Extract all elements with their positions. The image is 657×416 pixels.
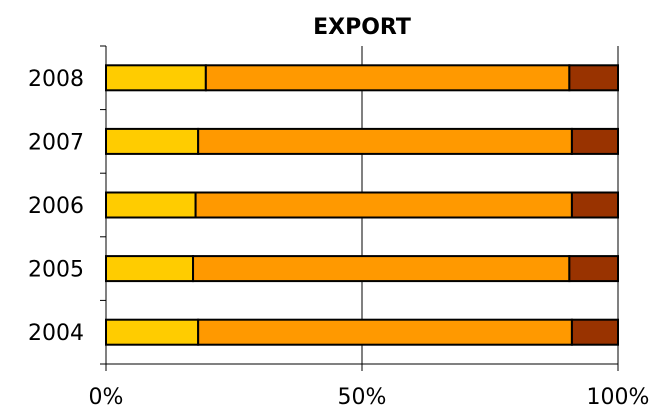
y-tick-label: 2004 xyxy=(28,321,84,346)
x-tick-label: 100% xyxy=(587,385,650,410)
bar-segment xyxy=(570,127,619,155)
y-tick-label: 2005 xyxy=(28,258,84,283)
y-tick-label: 2007 xyxy=(28,130,84,155)
bar-segment xyxy=(204,64,571,92)
y-tick-label: 2006 xyxy=(28,194,84,219)
bar-segment xyxy=(105,191,197,219)
bar-segment xyxy=(192,255,571,283)
bar-segment xyxy=(194,191,573,219)
bar-segment xyxy=(105,127,200,155)
axes: 2008 2007 2006 2005 2004 0% 50% 100% xyxy=(28,45,650,410)
bar-segment xyxy=(105,64,207,92)
bar-segment xyxy=(568,255,619,283)
bar-segment xyxy=(105,318,200,346)
bar-segment xyxy=(197,318,573,346)
y-tick-label: 2008 xyxy=(28,67,84,92)
chart-title: EXPORT xyxy=(313,15,411,40)
x-tick-label: 0% xyxy=(89,385,124,410)
bar-segment xyxy=(105,255,195,283)
bars xyxy=(105,64,619,346)
bar-segment xyxy=(568,64,619,92)
x-tick-label: 50% xyxy=(338,385,387,410)
bar-segment xyxy=(570,191,619,219)
bar-segment xyxy=(570,318,619,346)
bar-segment xyxy=(197,127,573,155)
